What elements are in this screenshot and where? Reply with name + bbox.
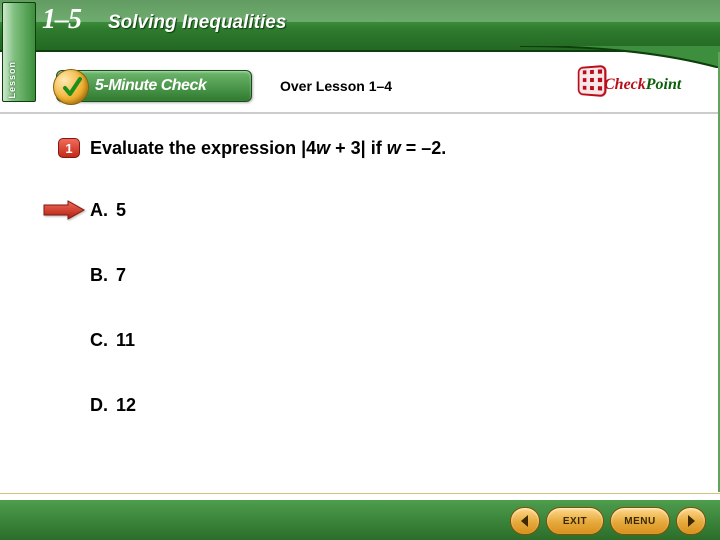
menu-button[interactable]: MENU [610, 507, 670, 535]
check-badge-label: 5-Minute Check [95, 77, 206, 95]
answer-letter: D. [90, 395, 116, 416]
question-text: Evaluate the expression |4w + 3| if w = … [90, 138, 446, 159]
divider [0, 112, 720, 114]
checkpoint-text: CheckPoint [604, 76, 681, 94]
exit-button[interactable]: EXIT [546, 507, 604, 535]
over-lesson-text: Over Lesson 1–4 [280, 78, 392, 94]
lesson-tab-label: Lesson [7, 61, 17, 99]
answer-value: 7 [116, 265, 126, 285]
menu-label: MENU [624, 516, 655, 527]
next-button[interactable] [676, 507, 706, 535]
question-var2: w [387, 138, 401, 158]
answer-d[interactable]: D.12 [90, 395, 136, 416]
check-badge-icon [53, 69, 89, 105]
checkpoint-logo: CheckPoint [576, 68, 696, 102]
answer-letter: C. [90, 330, 116, 351]
prev-button[interactable] [510, 507, 540, 535]
question-number-marker: 1 [58, 138, 80, 158]
question-pre: Evaluate the expression |4 [90, 138, 316, 158]
slide-root: Lesson 1–5 Solving Inequalities 5-Minute… [0, 0, 720, 540]
answer-value: 11 [116, 330, 135, 350]
answer-b[interactable]: B.7 [90, 265, 136, 286]
lesson-number: 1–5 [42, 4, 81, 36]
lesson-tab: Lesson [2, 2, 36, 102]
lesson-title: Solving Inequalities [108, 12, 286, 34]
exit-label: EXIT [563, 516, 587, 527]
answer-a[interactable]: A.5 [90, 200, 136, 221]
nav-buttons: EXIT MENU [510, 507, 706, 535]
question-var1: w [316, 138, 330, 158]
answer-letter: B. [90, 265, 116, 286]
checkpoint-text-1: Check [604, 76, 646, 93]
answer-c[interactable]: C.11 [90, 330, 136, 351]
over-lesson-ref: 1–4 [369, 78, 392, 94]
question-eq: = –2. [401, 138, 447, 158]
answer-value: 5 [116, 200, 126, 220]
checkpoint-flag-icon [578, 65, 607, 98]
checkpoint-text-2: Point [646, 76, 682, 93]
over-lesson-prefix: Over Lesson [280, 78, 369, 94]
answers-list: A.5 B.7 C.11 D.12 [90, 200, 136, 460]
correct-arrow-icon [42, 200, 86, 220]
question-mid: + 3| if [330, 138, 387, 158]
answer-value: 12 [116, 395, 136, 415]
answer-letter: A. [90, 200, 116, 221]
five-minute-check-badge: 5-Minute Check [56, 70, 252, 102]
